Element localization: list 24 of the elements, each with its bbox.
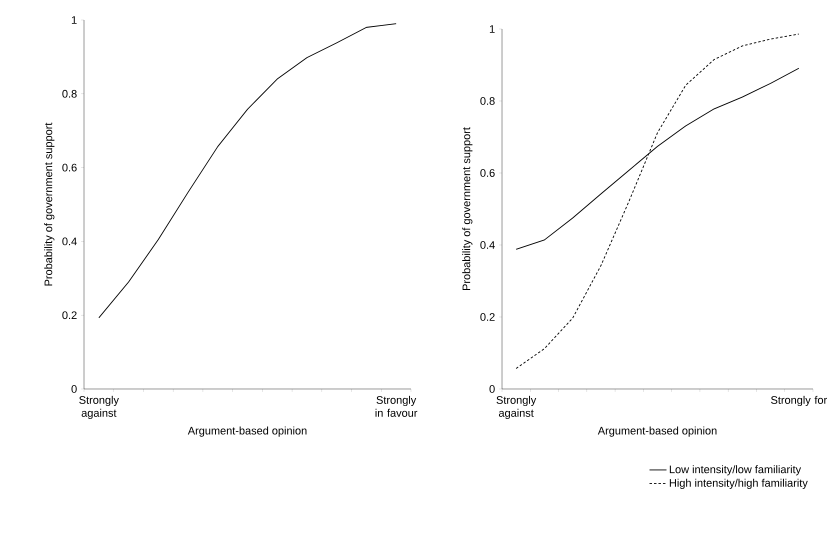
y-tick-label: 0.8 [62,90,77,98]
line-series [98,23,397,318]
y-tick-label: 0.2 [480,313,495,321]
legend-label: Low intensity/low familiarity [670,465,802,476]
y-tick-label: 0.2 [62,311,77,320]
legend-label: High intensity/high familiarity [670,478,808,489]
y-tick-label: 0.6 [480,169,495,177]
x-axis-title: Argument-based opinion [188,426,306,437]
y-tick-label: 0 [71,385,77,393]
y-axis-title: Probability of government support [44,122,54,286]
x-tick-label: Strongly in favour [376,396,418,417]
x-tick-label: Strongly for [771,396,828,406]
y-tick-label: 0.8 [480,97,495,105]
line-series [516,34,800,369]
x-axis-title: Argument-based opinion [598,426,716,437]
y-tick-label: 0 [489,385,495,393]
y-tick-label: 1 [490,25,495,33]
x-tick-label: Strongly against [496,396,536,419]
y-tick-label: 0.4 [480,241,495,249]
y-tick-label: 1 [72,16,77,24]
x-tick-label: Strongly against [79,396,119,419]
y-tick-label: 0.4 [62,238,77,246]
y-axis-title: Probability of government support [462,127,472,290]
y-tick-label: 0.6 [62,164,77,172]
